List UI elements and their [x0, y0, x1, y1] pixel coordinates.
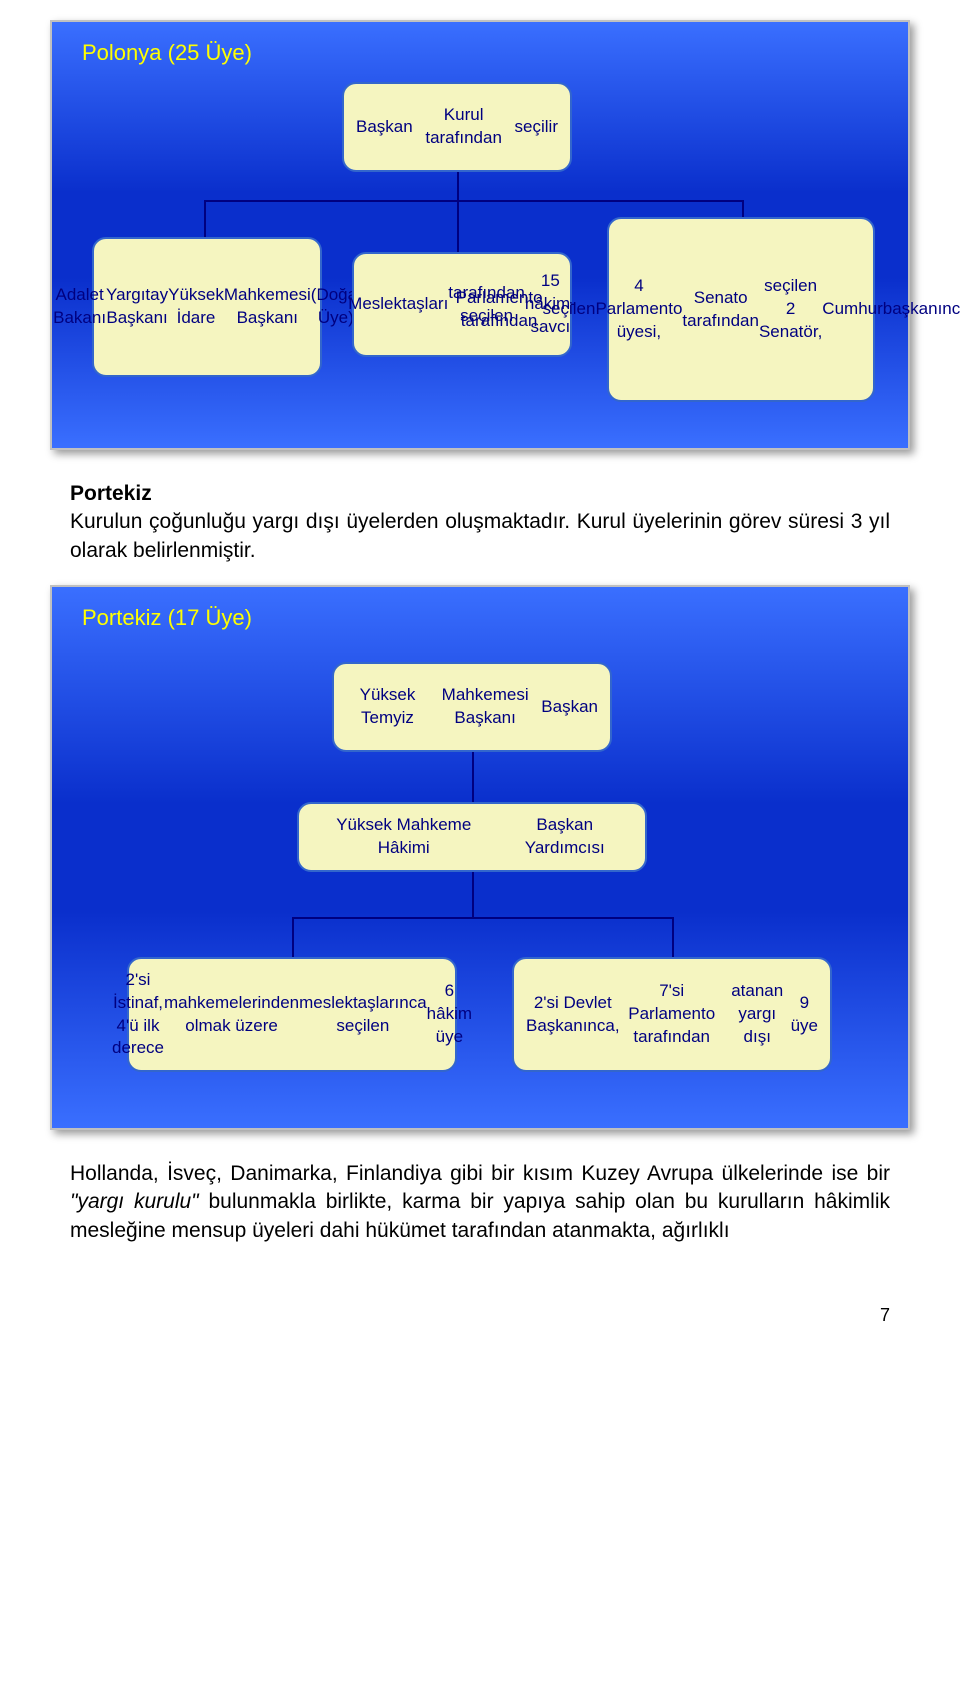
chart-canvas: Portekiz (17 Üye) Yüksek TemyizMahkemesi…: [52, 587, 908, 1128]
connector-line: [472, 752, 474, 802]
connector-line: [204, 200, 206, 238]
connector-line: [742, 200, 744, 218]
portekiz-heading: Portekiz: [70, 482, 152, 505]
org-node-br: 2'si Devlet Başkanınca,7'si Parlamento t…: [512, 957, 832, 1072]
page: Polonya (25 Üye) BaşkanKurul tarafındans…: [0, 20, 960, 1366]
chart-title: Portekiz (17 Üye): [82, 605, 252, 631]
org-node-bl: 2'si İstinaf, 4'ü ilk derecemahkemelerin…: [127, 957, 457, 1072]
connector-line: [457, 172, 459, 200]
connector-line: [472, 872, 474, 917]
portekiz-org-chart: Portekiz (17 Üye) Yüksek TemyizMahkemesi…: [50, 585, 910, 1130]
connector-line: [292, 917, 294, 957]
bottom-body-italic: "yargı kurulu": [70, 1190, 199, 1213]
connector-line: [204, 200, 744, 202]
page-number: 7: [0, 1305, 890, 1326]
chart-title: Polonya (25 Üye): [82, 40, 252, 66]
polonya-org-chart: Polonya (25 Üye) BaşkanKurul tarafındans…: [50, 20, 910, 450]
org-node-top: Yüksek TemyizMahkemesi BaşkanıBaşkan: [332, 662, 612, 752]
connector-line: [672, 917, 674, 957]
bottom-paragraph: Hollanda, İsveç, Danimarka, Finlandiya g…: [70, 1160, 890, 1245]
org-node-left: Adalet BakanıYargıtay BaşkanıYüksek İdar…: [92, 237, 322, 377]
chart-canvas: Polonya (25 Üye) BaşkanKurul tarafındans…: [52, 22, 908, 448]
portekiz-body: Kurulun çoğunluğu yargı dışı üyelerden o…: [70, 510, 890, 561]
portekiz-paragraph: Portekiz Kurulun çoğunluğu yargı dışı üy…: [70, 480, 890, 565]
org-node-mid: Yüksek Mahkeme HâkimiBaşkan Yardımcısı: [297, 802, 647, 872]
org-node-top: BaşkanKurul tarafındanseçilir: [342, 82, 572, 172]
connector-line: [457, 200, 459, 252]
bottom-body-pre: Hollanda, İsveç, Danimarka, Finlandiya g…: [70, 1162, 890, 1185]
connector-line: [292, 917, 674, 919]
org-node-right: Parlamento tarafındanseçilen4 Parlamento…: [607, 217, 875, 402]
